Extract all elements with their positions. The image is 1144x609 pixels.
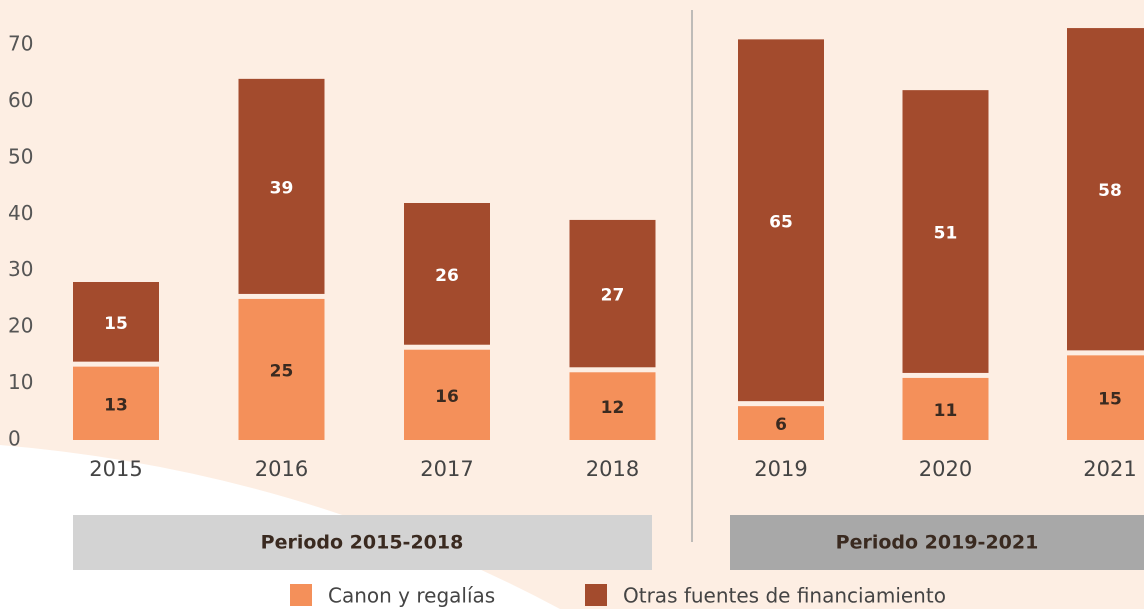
y-tick-label: 30: [8, 257, 33, 281]
legend-label: Canon y regalías: [328, 584, 495, 608]
value-label: 15: [1098, 390, 1122, 410]
bar-segment: [569, 372, 656, 440]
value-label: 51: [934, 224, 958, 244]
x-tick-label: 2016: [255, 457, 308, 481]
bar-segment: [404, 349, 490, 440]
y-tick-label: 10: [8, 370, 33, 394]
bar-segment: [73, 282, 159, 362]
value-label: 6: [775, 415, 787, 435]
value-label: 27: [601, 286, 625, 306]
bar-segment: [738, 39, 824, 402]
period-box: [730, 515, 1144, 570]
value-label: 13: [104, 395, 128, 415]
value-label: 11: [934, 401, 958, 421]
value-label: 39: [270, 178, 294, 198]
x-tick-label: 2015: [89, 457, 142, 481]
value-label: 25: [270, 361, 294, 381]
x-tick-label: 2019: [754, 457, 807, 481]
x-tick-label: 2021: [1083, 457, 1136, 481]
y-tick-label: 70: [8, 32, 33, 56]
value-label: 15: [104, 314, 128, 334]
bar-segment: [569, 219, 656, 368]
bar-segment: [902, 90, 989, 373]
legend-swatch: [290, 584, 312, 606]
period-box: [73, 515, 652, 570]
x-tick-label: 2020: [919, 457, 972, 481]
y-tick-label: 40: [8, 201, 33, 225]
period-label: Periodo 2015-2018: [261, 532, 464, 554]
bar-segment: [238, 78, 325, 294]
y-tick-label: 50: [8, 144, 33, 168]
value-label: 12: [601, 398, 625, 418]
y-tick-label: 0: [8, 427, 21, 451]
bar-segment: [902, 377, 989, 440]
bar-segment: [738, 406, 824, 440]
legend-swatch: [585, 584, 607, 606]
y-tick-label: 60: [8, 88, 33, 112]
x-tick-label: 2017: [420, 457, 473, 481]
bar-segment: [238, 298, 325, 440]
period-label: Periodo 2019-2021: [836, 532, 1039, 554]
bar-segment: [404, 203, 490, 345]
bar-segment: [1067, 28, 1144, 351]
bar-segment: [1067, 355, 1144, 440]
bar-segment: [73, 366, 159, 440]
value-label: 16: [435, 387, 459, 407]
y-tick-label: 20: [8, 314, 33, 338]
x-tick-label: 2018: [586, 457, 639, 481]
legend-label: Otras fuentes de financiamiento: [623, 584, 946, 608]
value-label: 26: [435, 266, 459, 286]
value-label: 58: [1098, 181, 1122, 201]
value-label: 65: [769, 212, 793, 232]
